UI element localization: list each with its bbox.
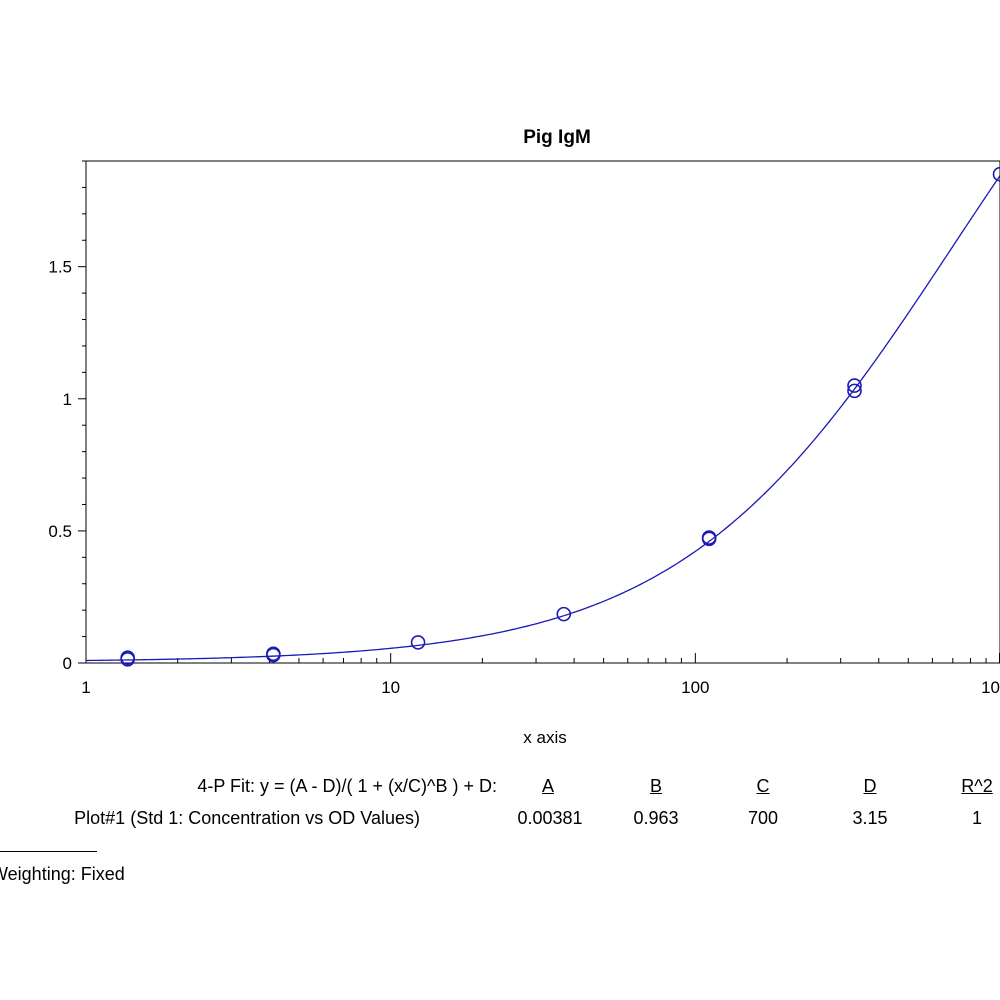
data-point (120, 652, 135, 667)
fit-header-b: B (649, 776, 663, 796)
chart-title: Pig IgM (523, 127, 591, 148)
fit-value-d: 3.15 (852, 808, 888, 828)
fit-value-a: 0.00381 (517, 808, 583, 828)
y-tick-label: 0.5 (48, 522, 72, 541)
x-tick-label: 1 (81, 678, 90, 697)
x-axis-label: x axis (523, 728, 566, 747)
y-tick-label: 1 (63, 390, 72, 409)
fit-header-row: 4-P Fit: y = (A - D)/( 1 + (x/C)^B ) + D… (0, 776, 1000, 802)
plot-frame (85, 160, 1000, 664)
weighting-label: Weighting: Fixed (0, 864, 125, 884)
fit-curve (85, 175, 1000, 662)
data-point (847, 378, 862, 393)
fit-value-c: 700 (747, 808, 779, 828)
fit-header-a: A (541, 776, 555, 796)
weighting-divider (0, 851, 97, 852)
fit-values-row: Plot#1 (Std 1: Concentration vs OD Value… (0, 808, 1000, 834)
data-point (410, 635, 426, 650)
data-point (266, 647, 281, 663)
data-point (847, 383, 862, 399)
data-point (992, 166, 1000, 182)
fit-header-d: D (863, 776, 877, 796)
fit-header-c: C (756, 776, 770, 796)
fit-header-r2: R^2 (961, 776, 993, 796)
x-tick-label: 10 (381, 678, 400, 697)
y-tick-label: 1.5 (48, 258, 72, 277)
fit-model-formula: 4-P Fit: y = (A - D)/( 1 + (x/C)^B ) + D… (197, 776, 497, 796)
fit-plot-label: Plot#1 (Std 1: Concentration vs OD Value… (74, 808, 420, 828)
data-point (556, 606, 572, 622)
x-tick-label: 100 (681, 678, 709, 697)
data-point (701, 531, 717, 547)
fit-value-b: 0.963 (633, 808, 679, 828)
y-tick-label: 0 (63, 654, 72, 673)
fit-value-r2: 1 (971, 808, 983, 828)
